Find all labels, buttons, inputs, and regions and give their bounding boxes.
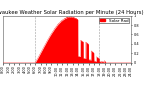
Legend: Solar Rad: Solar Rad <box>100 18 129 23</box>
Title: Milwaukee Weather Solar Radiation per Minute (24 Hours): Milwaukee Weather Solar Radiation per Mi… <box>0 10 144 15</box>
